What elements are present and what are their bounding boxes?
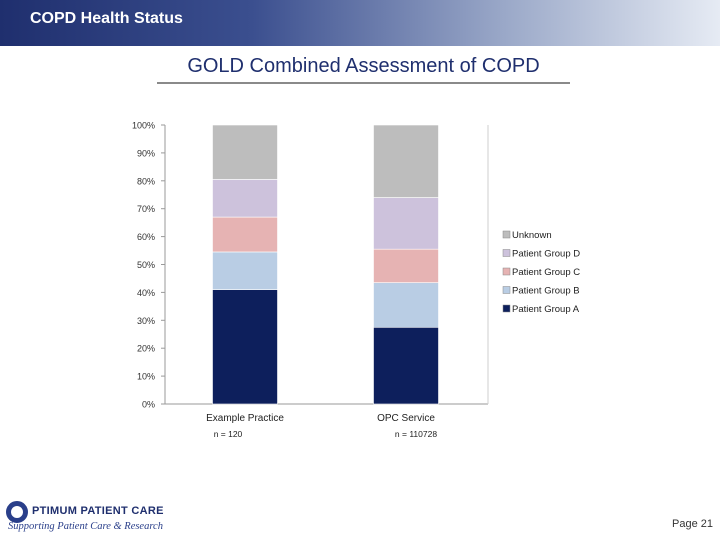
header-bar: COPD Health Status (0, 0, 720, 46)
category-n-note: n = 110728 (395, 429, 437, 439)
title-underline (157, 82, 570, 84)
header-title: COPD Health Status (30, 10, 183, 27)
legend-label: Patient Group A (512, 304, 580, 315)
legend-label: Unknown (512, 230, 552, 241)
legend-label: Patient Group B (512, 286, 580, 297)
bar-segment-patient-group-c (212, 216, 278, 253)
y-tick-label: 50% (137, 260, 155, 270)
category-n-note: n = 120 (214, 429, 243, 439)
bar-segment-patient-group-d (373, 197, 439, 250)
y-tick-label: 30% (137, 316, 155, 326)
legend-label: Patient Group C (512, 267, 580, 278)
legend-label: Patient Group D (512, 249, 580, 260)
x-category-label: Example Practice (206, 413, 284, 424)
bar-segment-unknown (373, 124, 439, 198)
legend-swatch-patient-group-c (502, 267, 511, 276)
logo-tagline: Supporting Patient Care & Research (8, 521, 163, 532)
y-tick-label: 20% (137, 344, 155, 354)
legend-swatch-patient-group-a (502, 304, 511, 313)
legend-swatch-patient-group-b (502, 286, 511, 294)
slide-title: GOLD Combined Assessment of COPD (187, 55, 540, 77)
x-category-label: OPC Service (377, 413, 435, 424)
optimum-patient-care-logo: PTIMUM PATIENT CARE Supporting Patient C… (2, 497, 172, 539)
page-number: Page 21 (672, 518, 713, 530)
bar-segment-patient-group-a (212, 289, 278, 405)
y-tick-label: 90% (137, 148, 155, 158)
bar-segment-patient-group-c (373, 248, 439, 283)
y-tick-label: 80% (137, 176, 155, 186)
y-tick-label: 70% (137, 204, 155, 214)
bar-segment-patient-group-b (212, 251, 278, 290)
logo-name: PTIMUM PATIENT CARE (32, 505, 164, 517)
bar-segment-patient-group-d (212, 179, 278, 218)
y-tick-label: 100% (132, 121, 155, 131)
y-tick-label: 60% (137, 232, 155, 242)
bar-segment-patient-group-b (373, 282, 439, 328)
bar-segment-patient-group-a (373, 326, 439, 405)
y-tick-label: 10% (137, 372, 155, 382)
legend-swatch-unknown (502, 230, 511, 239)
y-tick-label: 40% (137, 288, 155, 298)
y-tick-label: 0% (142, 400, 155, 410)
logo-o-mark (6, 501, 28, 523)
legend-swatch-patient-group-d (502, 249, 511, 257)
bar-segment-unknown (212, 124, 278, 180)
